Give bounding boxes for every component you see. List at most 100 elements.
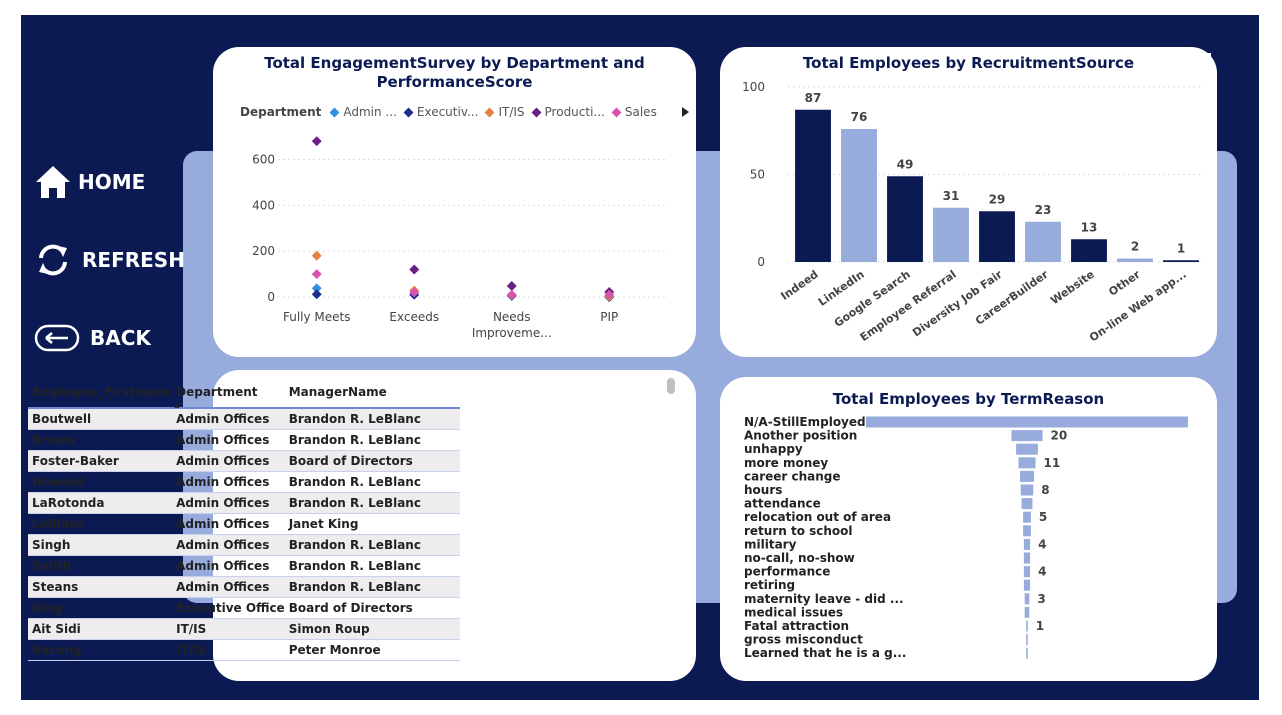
cell-manager: Brandon R. LeBlanc bbox=[284, 534, 460, 556]
back-button[interactable]: BACK bbox=[34, 316, 194, 360]
cell-department: Admin Offices bbox=[172, 492, 285, 514]
legend-item-sales[interactable]: Sales bbox=[611, 105, 657, 119]
legend-next-icon[interactable] bbox=[679, 106, 691, 118]
table-row[interactable]: Howard Admin Offices Brandon R. LeBlanc bbox=[28, 471, 460, 493]
bar[interactable] bbox=[1021, 498, 1033, 510]
legend-label: Executiv... bbox=[416, 105, 479, 119]
category-label: retiring bbox=[744, 578, 795, 592]
category-label: maternity leave - did ... bbox=[744, 592, 904, 606]
bar[interactable] bbox=[1026, 620, 1028, 632]
bar[interactable] bbox=[866, 416, 1188, 428]
scatter-point[interactable] bbox=[409, 287, 420, 298]
x-tick-label: Other bbox=[1106, 267, 1143, 298]
bar[interactable] bbox=[1023, 511, 1031, 523]
y-tick-label: 400 bbox=[252, 198, 275, 212]
table-row[interactable]: King Executive Office Board of Directors bbox=[28, 597, 460, 619]
scatter-title-line2: PerformanceScore bbox=[376, 73, 533, 91]
legend-title: Department bbox=[240, 105, 322, 119]
column-header-firstname[interactable]: Employee_Firstname bbox=[28, 377, 173, 409]
scatter-point[interactable] bbox=[311, 250, 322, 261]
bar[interactable] bbox=[1011, 430, 1043, 442]
scatter-point[interactable] bbox=[311, 136, 322, 147]
cell-department: Executive Office bbox=[172, 597, 285, 619]
data-label: 1 bbox=[1036, 619, 1044, 633]
data-label: 3 bbox=[1037, 592, 1045, 606]
scatter-point[interactable] bbox=[604, 289, 615, 300]
bar[interactable] bbox=[1023, 552, 1031, 564]
legend-item-production[interactable]: Producti... bbox=[531, 105, 605, 119]
data-label: 4 bbox=[1038, 565, 1046, 579]
bar[interactable] bbox=[887, 176, 923, 262]
header-label: Employee_Firstname bbox=[32, 385, 173, 399]
scatter-point[interactable] bbox=[311, 269, 322, 280]
scatter-point[interactable] bbox=[311, 289, 322, 300]
table-row[interactable]: Foster-Baker Admin Offices Board of Direct… bbox=[28, 450, 460, 472]
bar[interactable] bbox=[1071, 239, 1107, 262]
cell-manager: Brandon R. LeBlanc bbox=[284, 408, 460, 430]
cell-manager: Brandon R. LeBlanc bbox=[284, 429, 460, 451]
home-button[interactable]: HOME bbox=[34, 160, 194, 204]
scatter-point[interactable] bbox=[409, 264, 420, 275]
bar[interactable] bbox=[1163, 260, 1199, 262]
bar[interactable] bbox=[1026, 634, 1028, 646]
bar[interactable] bbox=[1023, 566, 1031, 578]
bar[interactable] bbox=[933, 207, 969, 262]
column-header-manager[interactable]: ManagerName bbox=[284, 377, 460, 409]
bar[interactable] bbox=[1023, 538, 1031, 550]
table-row[interactable]: LeBlanc Admin Offices Janet King bbox=[28, 513, 460, 535]
table-row[interactable]: Steans Admin Offices Brandon R. LeBlanc bbox=[28, 576, 460, 598]
data-label: 11 bbox=[1044, 456, 1061, 470]
table-row[interactable]: LaRotonda Admin Offices Brandon R. LeBlanc bbox=[28, 492, 460, 514]
y-tick-label: 600 bbox=[252, 153, 275, 167]
scatter-point[interactable] bbox=[506, 289, 517, 300]
bar[interactable] bbox=[1020, 484, 1034, 496]
scatter-point[interactable] bbox=[506, 281, 517, 291]
bar[interactable] bbox=[1024, 593, 1030, 605]
data-label: 1 bbox=[1177, 241, 1185, 255]
bar[interactable] bbox=[1023, 579, 1031, 591]
data-label: 13 bbox=[1081, 220, 1098, 234]
table-row[interactable]: Smith Admin Offices Brandon R. LeBlanc bbox=[28, 555, 460, 577]
refresh-button[interactable]: REFRESH bbox=[34, 238, 194, 282]
cell-firstname: Smith bbox=[28, 555, 173, 577]
category-label: no-call, no-show bbox=[744, 551, 855, 565]
legend-label: IT/IS bbox=[498, 105, 525, 119]
refresh-label: REFRESH bbox=[82, 248, 185, 272]
data-label: 5 bbox=[1039, 510, 1047, 524]
bar[interactable] bbox=[1025, 221, 1061, 262]
scatter-point[interactable] bbox=[311, 283, 322, 294]
x-tick-label: Google Search bbox=[832, 268, 913, 330]
table-scrollbar[interactable] bbox=[667, 378, 675, 394]
category-label: attendance bbox=[744, 497, 821, 511]
table-row[interactable]: Brown Admin Offices Brandon R. LeBlanc bbox=[28, 429, 460, 451]
category-label: medical issues bbox=[744, 605, 843, 619]
cell-firstname: Foster-Baker bbox=[28, 450, 173, 472]
bar[interactable] bbox=[795, 109, 831, 262]
legend-item-itis[interactable]: IT/IS bbox=[485, 105, 525, 119]
category-label: more money bbox=[744, 456, 828, 470]
bar[interactable] bbox=[1023, 525, 1031, 537]
x-tick-label: Needs Improveme... bbox=[472, 310, 552, 340]
category-label: career change bbox=[744, 469, 841, 483]
y-tick-label: 0 bbox=[757, 255, 765, 269]
bar[interactable] bbox=[1018, 457, 1036, 469]
table-row[interactable]: Ait Sidi IT/IS Simon Roup bbox=[28, 618, 460, 640]
bar[interactable] bbox=[1020, 470, 1034, 482]
bar[interactable] bbox=[1026, 647, 1028, 659]
table-row[interactable]: Bacong IT/IS Peter Monroe bbox=[28, 639, 460, 661]
legend-item-executive[interactable]: Executiv... bbox=[403, 105, 479, 119]
bar[interactable] bbox=[1016, 443, 1038, 455]
bar[interactable] bbox=[1117, 258, 1153, 263]
bar[interactable] bbox=[841, 129, 877, 262]
table-row[interactable]: Singh Admin Offices Brandon R. LeBlanc bbox=[28, 534, 460, 556]
header-label: ManagerName bbox=[288, 385, 387, 399]
column-header-department[interactable]: Department ▲ bbox=[172, 377, 285, 409]
legend-item-admin[interactable]: Admin ... bbox=[329, 105, 397, 119]
table-row[interactable]: Boutwell Admin Offices Brandon R. LeBlanc bbox=[28, 408, 460, 430]
bar[interactable] bbox=[979, 211, 1015, 262]
cell-manager: Peter Monroe bbox=[284, 639, 460, 661]
legend-label: Admin ... bbox=[343, 105, 397, 119]
bar[interactable] bbox=[1024, 606, 1030, 618]
cell-firstname: Ait Sidi bbox=[28, 618, 173, 640]
home-icon bbox=[36, 166, 70, 198]
